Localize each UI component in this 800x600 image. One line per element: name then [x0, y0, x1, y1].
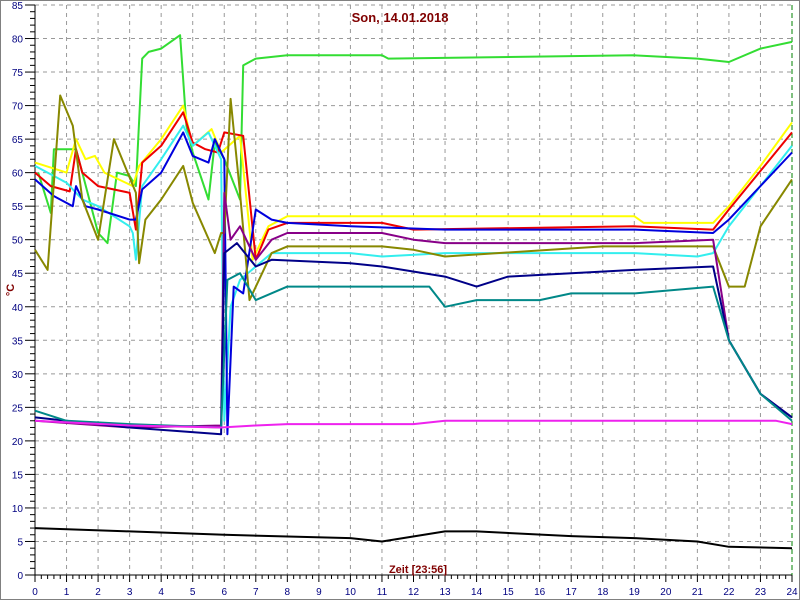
x-tick-label: 8: [285, 587, 291, 598]
y-tick-label: 30: [12, 370, 24, 381]
x-tick-label: 9: [316, 587, 322, 598]
y-axis-label: °C: [5, 284, 17, 296]
series-line-11: [34, 527, 793, 550]
y-tick-label: 35: [12, 336, 24, 347]
x-tick-label: 14: [471, 587, 483, 598]
y-tick-label: 55: [12, 202, 24, 213]
y-tick-label: 20: [12, 437, 24, 448]
x-tick-label: 11: [377, 587, 388, 598]
x-tick-label: 23: [755, 587, 767, 598]
y-tick-label: 15: [12, 470, 24, 481]
x-tick-label: 6: [221, 587, 227, 598]
x-tick-label: 13: [439, 587, 451, 598]
x-tick-label: 2: [95, 587, 101, 598]
x-tick-label: 1: [64, 587, 70, 598]
x-tick-label: 3: [127, 587, 133, 598]
series-line-10: [34, 419, 793, 429]
x-tick-label: 24: [786, 587, 798, 598]
x-tick-label: 20: [660, 587, 672, 598]
x-tick-label: 17: [566, 587, 578, 598]
y-tick-label: 65: [12, 135, 24, 146]
x-tick-label: 0: [32, 587, 38, 598]
y-tick-label: 0: [17, 571, 23, 582]
x-tick-label: 16: [534, 587, 546, 598]
x-tick-label: 18: [597, 587, 609, 598]
series-line-6: [34, 94, 793, 302]
chart-title: Son, 14.01.2018: [352, 10, 449, 25]
y-tick-label: 75: [12, 68, 24, 79]
x-tick-label: 19: [629, 587, 641, 598]
y-tick-label: 45: [12, 269, 24, 280]
x-tick-label: 12: [408, 587, 420, 598]
x-tick-label: 15: [503, 587, 515, 598]
x-tick-label: 5: [190, 587, 196, 598]
y-tick-label: 25: [12, 403, 24, 414]
series-line-8: [34, 242, 793, 436]
x-tick-label: 10: [345, 587, 357, 598]
y-tick-label: 80: [12, 35, 24, 46]
y-tick-label: 60: [12, 169, 24, 180]
y-tick-label: 5: [17, 537, 23, 548]
x-tick-label: 4: [158, 587, 164, 598]
x-tick-label: 22: [723, 587, 735, 598]
x-tick-label: 21: [692, 587, 704, 598]
series-line-5: [34, 131, 793, 436]
x-axis-label: Zeit [23:56]: [389, 564, 447, 576]
series-line-3: [34, 111, 793, 261]
y-tick-label: 50: [12, 236, 24, 247]
y-tick-label: 70: [12, 102, 24, 113]
y-tick-label: 40: [12, 303, 24, 314]
y-tick-label: 10: [12, 504, 24, 515]
x-tick-label: 7: [253, 587, 259, 598]
y-tick-label: 85: [12, 1, 24, 12]
